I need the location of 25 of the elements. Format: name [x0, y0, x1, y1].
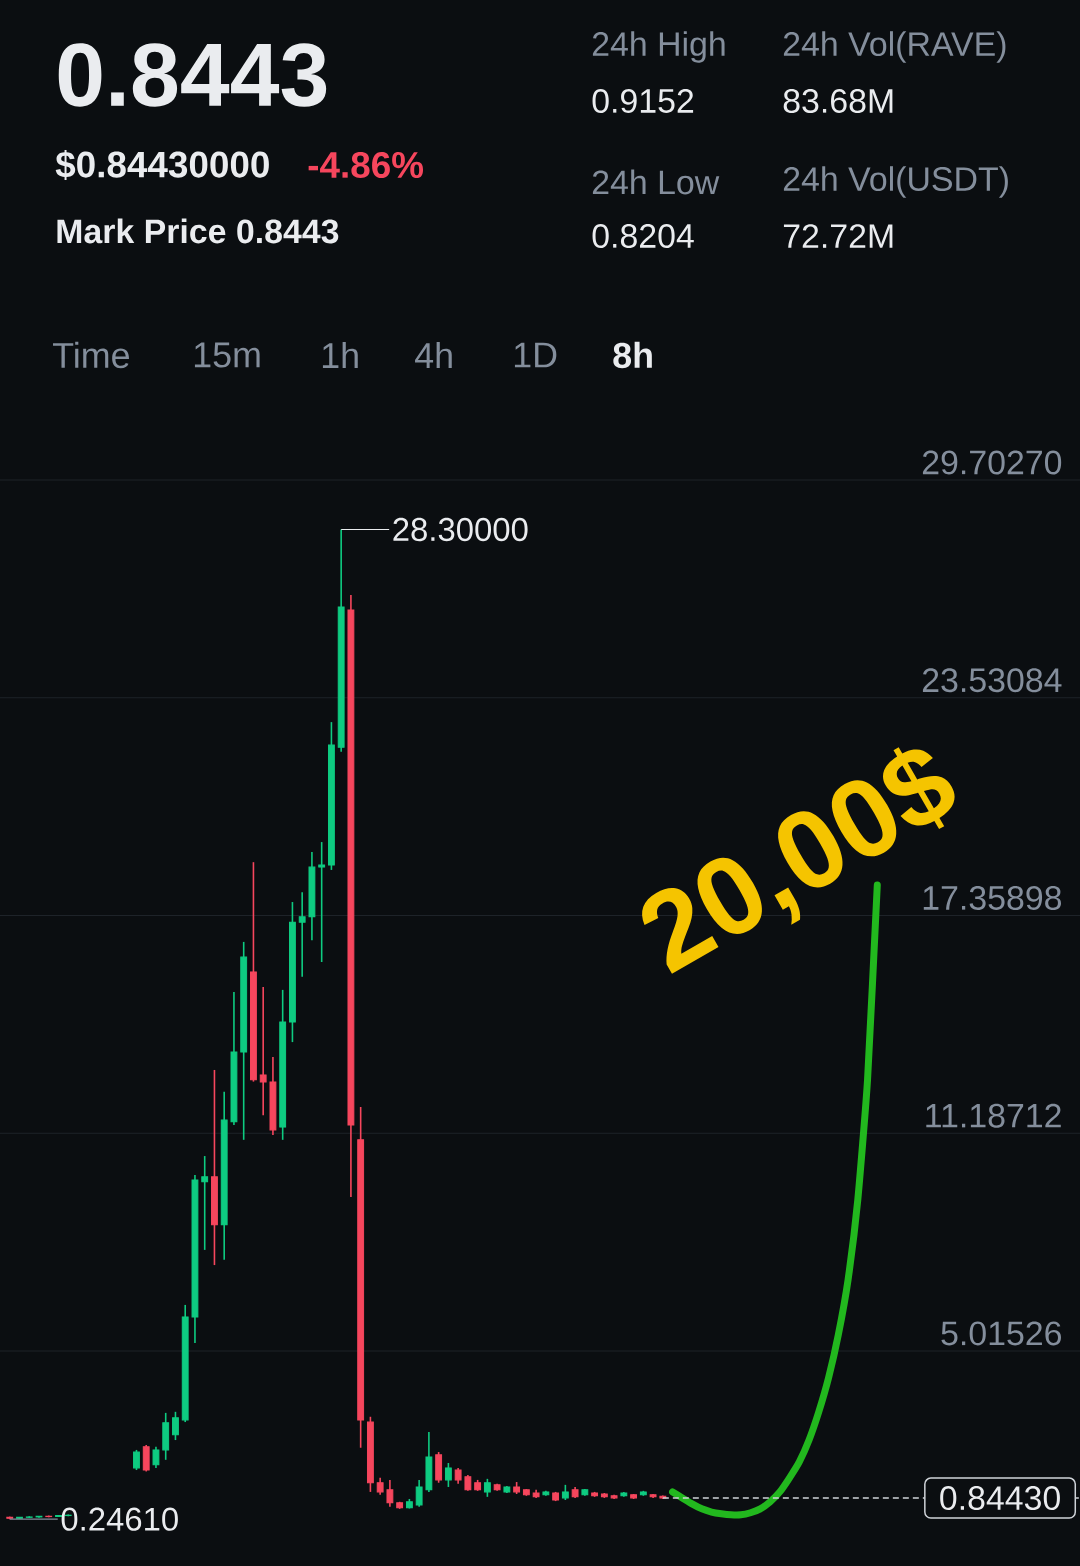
text: 1h — [322, 341, 358, 368]
text: 15m — [194, 342, 260, 368]
text: Mark Price 0.8443 — [57, 218, 339, 244]
y-tick-label: 11.18712 — [926, 1103, 1061, 1128]
annotation: 0.24610 — [61, 1507, 178, 1531]
text: 24h Low — [592, 169, 720, 195]
text: 24h High — [592, 31, 725, 63]
text: 4h — [415, 341, 452, 368]
text: 1D — [514, 342, 557, 368]
y-tick-label: 5.01526 — [941, 1321, 1061, 1346]
text: Time — [53, 341, 129, 369]
text: 72.72M — [783, 224, 893, 248]
y-tick-label: 23.53084 — [922, 668, 1062, 693]
text: 24h Vol(RAVE) — [783, 31, 1006, 63]
ref-line-label: 0.84430 — [940, 1486, 1060, 1511]
y-tick-label: 29.70270 — [922, 450, 1062, 475]
annotation: 28.30000 — [393, 517, 528, 542]
text: 0.9152 — [592, 88, 694, 113]
text: 8h — [613, 341, 652, 369]
text: 83.68M — [783, 88, 893, 113]
chart-title: 0.8443 — [58, 43, 327, 107]
text: 0.8204 — [592, 223, 694, 248]
text: -4.86% — [308, 151, 424, 179]
text: $0.84430000 — [55, 149, 269, 181]
text: 24h Vol(USDT) — [783, 166, 1008, 198]
